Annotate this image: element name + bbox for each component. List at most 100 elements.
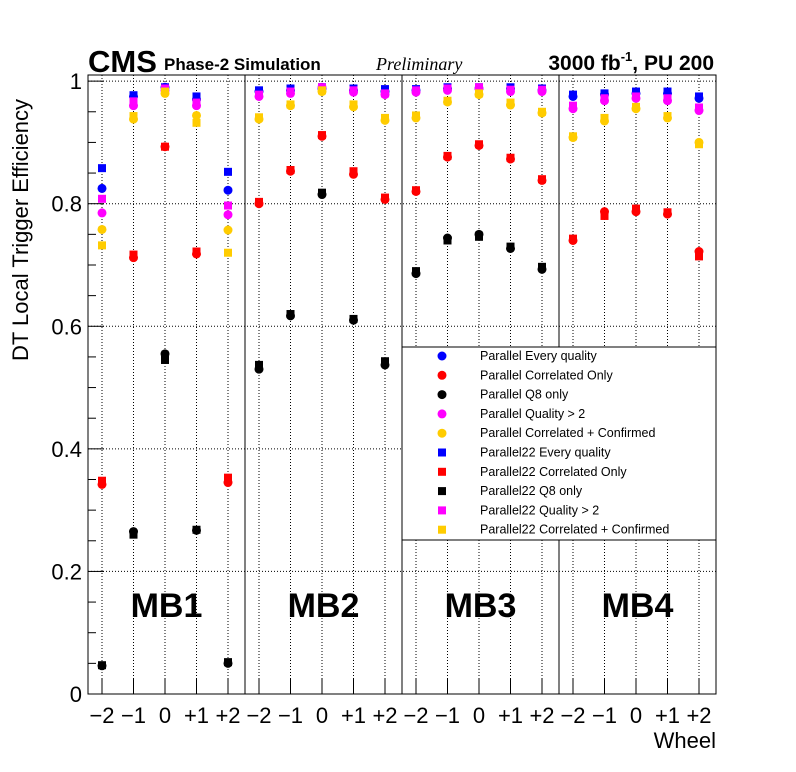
- legend-entry: Parallel22 Every quality: [480, 446, 611, 460]
- x-tick-label: +2: [686, 703, 711, 728]
- data-point: [129, 250, 138, 259]
- data-point: [255, 86, 263, 95]
- x-axis-title: Wheel: [654, 728, 716, 753]
- data-point: [663, 94, 672, 103]
- x-tick-label: +2: [215, 703, 240, 728]
- data-point: [255, 197, 263, 206]
- x-tick-label: −2: [89, 703, 114, 728]
- y-tick-label: 1: [70, 69, 82, 94]
- legend-entry: Parallel22 Correlated Only: [480, 465, 627, 479]
- data-point: [286, 87, 295, 96]
- data-point: [569, 234, 577, 243]
- data-point: [318, 188, 326, 197]
- x-tick-label: +1: [655, 703, 680, 728]
- legend-entry: Parallel Correlated Only: [480, 368, 613, 382]
- legend-marker: [437, 351, 447, 361]
- data-point: [569, 101, 577, 110]
- data-point: [506, 98, 515, 107]
- data-point: [98, 241, 106, 250]
- data-point: [129, 91, 138, 100]
- data-point: [349, 167, 358, 176]
- data-point: [381, 85, 389, 94]
- legend-marker: [438, 467, 446, 476]
- data-point: [224, 201, 232, 210]
- legend-marker: [438, 448, 446, 457]
- data-point: [224, 658, 232, 667]
- x-tick-label: −1: [121, 703, 146, 728]
- data-point: [223, 225, 233, 235]
- data-point: [443, 96, 452, 105]
- data-point: [632, 204, 640, 213]
- series-7: [98, 188, 546, 670]
- data-point: [255, 360, 263, 369]
- legend-entry: Parallel Q8 only: [480, 388, 569, 402]
- x-tick-label: +2: [529, 703, 554, 728]
- x-tick-label: −1: [435, 703, 460, 728]
- data-point: [381, 193, 389, 202]
- legend-marker: [438, 525, 446, 534]
- data-point: [569, 132, 577, 141]
- data-point: [129, 530, 138, 539]
- x-tick-label: +1: [498, 703, 523, 728]
- data-point: [161, 142, 169, 151]
- data-point: [192, 98, 201, 107]
- data-point: [381, 357, 389, 366]
- lumi-label: 3000 fb-1, PU 200: [548, 49, 714, 75]
- series-3: [97, 82, 704, 220]
- data-point: [695, 140, 703, 149]
- data-point: [161, 355, 169, 364]
- y-tick-labels: 0 0.2 0.4 0.6 0.8 1: [51, 69, 82, 707]
- x-tick-label: 0: [316, 703, 328, 728]
- data-point: [98, 476, 106, 485]
- series-6: [98, 131, 703, 485]
- data-point: [412, 267, 420, 276]
- data-point: [475, 89, 483, 98]
- data-point: [600, 89, 609, 98]
- legend-marker: [437, 409, 447, 419]
- data-point: [129, 112, 138, 121]
- y-tick-label: 0.6: [51, 314, 82, 339]
- data-point: [506, 153, 515, 162]
- x-tick-label: 0: [630, 703, 642, 728]
- series-9: [98, 86, 703, 257]
- legend-marker: [438, 487, 446, 496]
- legend-box: [401, 346, 717, 541]
- station-label-mb2: MB2: [288, 587, 360, 625]
- data-point: [192, 92, 201, 101]
- data-point: [192, 525, 201, 534]
- data-point: [475, 83, 483, 92]
- legend-entry: Parallel22 Q8 only: [480, 484, 583, 498]
- data-point: [506, 85, 515, 94]
- data-point: [695, 252, 703, 261]
- data-point: [255, 113, 263, 122]
- legend-entry: Parallel Quality > 2: [480, 407, 585, 421]
- station-label-mb3: MB3: [445, 587, 517, 625]
- x-tick-label: −1: [278, 703, 303, 728]
- data-point: [506, 242, 515, 251]
- x-tick-label: −2: [246, 703, 271, 728]
- phase2-subtitle: Phase-2 Simulation: [164, 55, 321, 74]
- legend-entry: Parallel Every quality: [480, 349, 597, 363]
- data-point: [663, 112, 672, 121]
- axis-ticks: [88, 80, 700, 695]
- data-point: [286, 310, 295, 319]
- data-point: [349, 314, 358, 323]
- series-4: [97, 87, 704, 235]
- legend-marker: [437, 370, 447, 380]
- data-point: [632, 92, 640, 101]
- data-point: [192, 110, 201, 120]
- data-point: [663, 208, 672, 217]
- data-point: [538, 107, 546, 116]
- plot-frame: [87, 74, 717, 695]
- data-point: [255, 90, 263, 99]
- x-tick-label: +1: [184, 703, 209, 728]
- y-axis-title: DT Local Trigger Efficiency: [8, 99, 33, 361]
- data-point: [538, 85, 546, 94]
- series-8: [98, 83, 703, 210]
- data-point: [223, 210, 233, 220]
- data-point: [318, 86, 326, 95]
- data-point: [412, 186, 420, 195]
- data-point: [600, 113, 609, 122]
- y-tick-label: 0: [70, 682, 82, 707]
- station-labels: MB1 MB2 MB3 MB4: [131, 587, 674, 625]
